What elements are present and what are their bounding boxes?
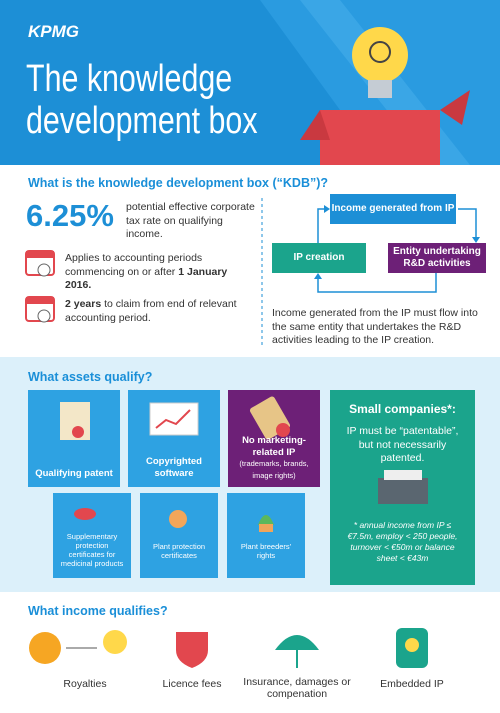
applies: Applies to accounting periods commencing… bbox=[65, 252, 255, 293]
drawer-icon bbox=[378, 478, 428, 504]
small-note: * annual income from IP ≤ €7.5m, employ … bbox=[347, 520, 458, 564]
logo: KPMG bbox=[28, 22, 79, 41]
screen-icon bbox=[149, 402, 199, 436]
tile: Plant breeders' rights bbox=[227, 493, 305, 578]
tile-label: Plant protection certificates bbox=[152, 542, 206, 560]
plant-icon bbox=[258, 515, 274, 525]
tile-label: Supplementary protection certificates fo… bbox=[60, 532, 124, 568]
heading: What income qualifies? bbox=[28, 604, 168, 618]
claim: 2 years to claim from end of relevant ac… bbox=[65, 298, 245, 325]
tile: Plant protection certificates bbox=[140, 493, 218, 578]
tile: Qualifying patent bbox=[28, 390, 120, 487]
tile-bg bbox=[227, 493, 305, 578]
income-label: Embedded IP bbox=[380, 678, 444, 690]
rate-text: potential effective corporate tax rate o… bbox=[126, 201, 255, 241]
years: 2 years bbox=[65, 298, 102, 310]
tile-label: Copyrighted software bbox=[146, 456, 202, 479]
small-title: Small companies*: bbox=[349, 402, 456, 416]
no-icon bbox=[276, 423, 290, 437]
arrowheads bbox=[314, 205, 480, 279]
bulb-base bbox=[368, 80, 392, 98]
bulb-small bbox=[405, 638, 419, 652]
tile: Copyrighted software bbox=[128, 390, 220, 487]
tile: No marketing-related IP (trademarks, bra… bbox=[228, 390, 320, 487]
tile-bg bbox=[140, 493, 218, 578]
diagram-box: Income generated from IP bbox=[330, 194, 456, 224]
calendar-icons bbox=[25, 250, 55, 323]
date: 1 January 2016. bbox=[65, 265, 228, 292]
bulb bbox=[352, 27, 408, 83]
diagram-box: IP creation bbox=[272, 243, 366, 273]
income-label: Royalties bbox=[63, 678, 107, 690]
tile-bg bbox=[53, 493, 131, 578]
heading: What assets qualify? bbox=[28, 370, 153, 384]
rate: 6.25% bbox=[26, 198, 114, 233]
bulb-icon bbox=[103, 630, 127, 654]
gear bbox=[369, 41, 391, 63]
flask-icon bbox=[169, 510, 187, 528]
umbrella-icon bbox=[275, 635, 319, 650]
files bbox=[384, 470, 422, 480]
tile: Supplementary protection certificates fo… bbox=[53, 493, 131, 578]
text: Applies to accounting periods commencing… bbox=[65, 252, 203, 278]
tile-label: No marketing-related IP (trademarks, bra… bbox=[232, 435, 316, 481]
bold: No marketing-related IP bbox=[242, 435, 306, 458]
title-line: The knowledge bbox=[26, 58, 233, 100]
flap bbox=[440, 90, 470, 125]
income-label: Licence fees bbox=[162, 678, 222, 690]
diagram-box: Entity undertaking R&D activities bbox=[388, 243, 486, 273]
text: to claim from end of relevant accounting… bbox=[65, 298, 237, 324]
title: The knowledge development box bbox=[26, 58, 258, 142]
red-box bbox=[320, 110, 440, 165]
flap bbox=[300, 110, 330, 140]
chart-icon bbox=[155, 409, 191, 429]
heading: What is the knowledge development box (“… bbox=[28, 176, 329, 190]
detail: (trademarks, brands, image rights) bbox=[239, 459, 309, 480]
tile-label: Qualifying patent bbox=[35, 467, 113, 479]
income-label: Insurance, damages or compenation bbox=[243, 676, 351, 700]
title-line: development box bbox=[26, 100, 258, 142]
small-text: IP must be “patentable”, but not necessa… bbox=[346, 425, 459, 465]
pot bbox=[259, 524, 273, 532]
coin-icon bbox=[29, 632, 61, 664]
note: Income generated from the IP must flow i… bbox=[272, 307, 478, 347]
pill-icon bbox=[74, 508, 96, 520]
tile-label: Plant breeders' rights bbox=[240, 542, 292, 560]
shield-icon bbox=[176, 632, 208, 668]
seal bbox=[72, 426, 84, 438]
